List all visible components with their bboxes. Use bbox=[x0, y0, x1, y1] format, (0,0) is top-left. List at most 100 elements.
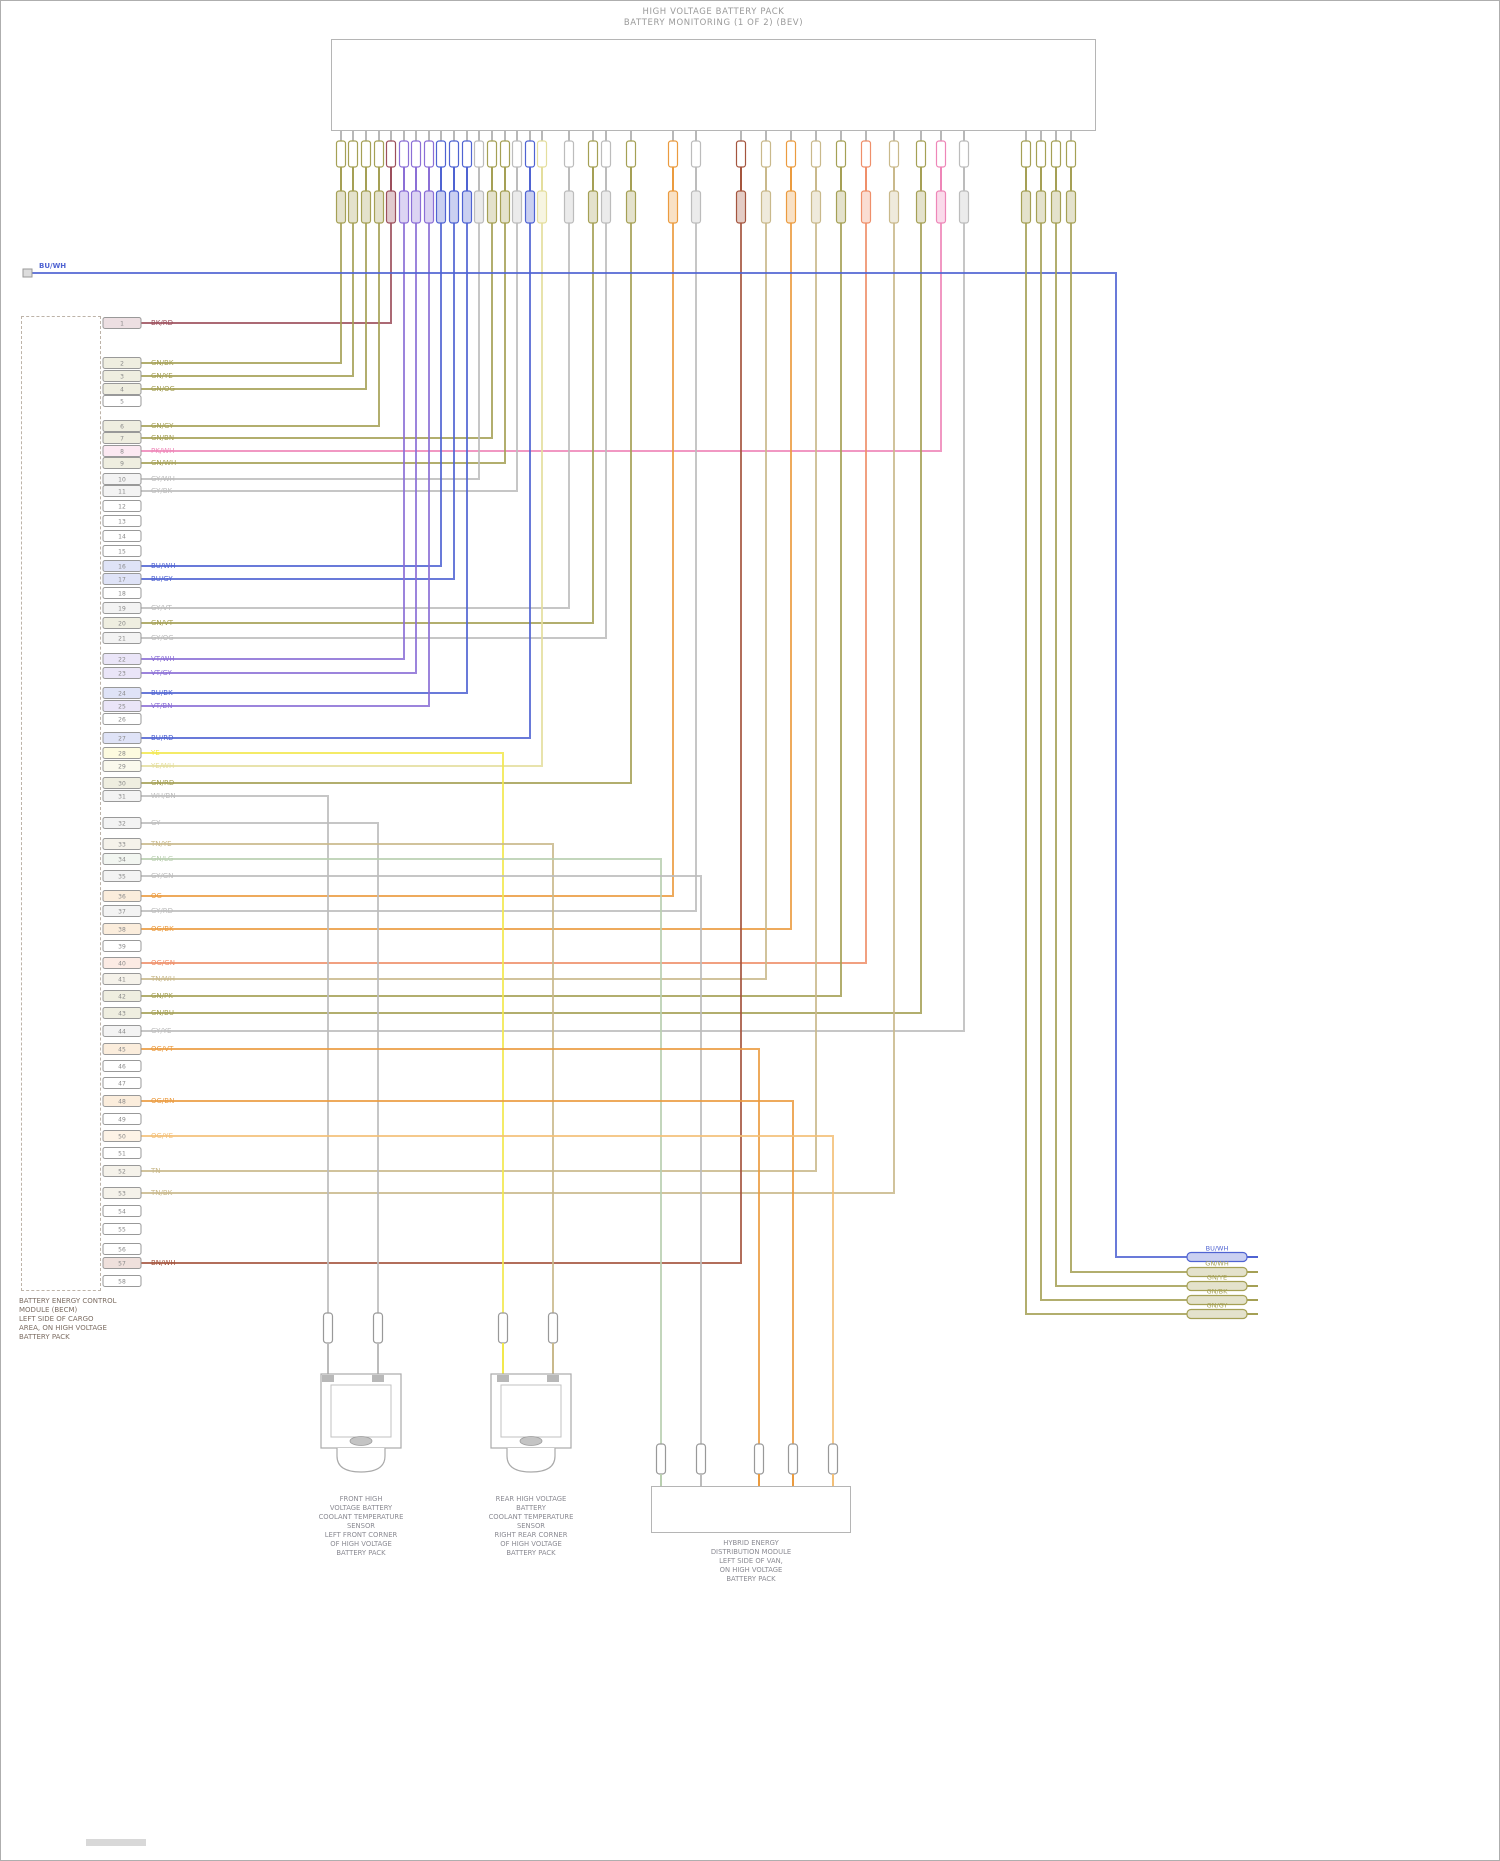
top-pin-connector bbox=[563, 190, 575, 224]
wire bbox=[141, 223, 480, 480]
becm-pin bbox=[102, 1095, 142, 1107]
top-pin-connector bbox=[935, 140, 947, 168]
becm-pin-number: 9 bbox=[120, 461, 124, 468]
becm-pin-number: 35 bbox=[118, 874, 126, 881]
becm-pin-number: 39 bbox=[118, 944, 126, 951]
wire bbox=[141, 858, 662, 1444]
becm-pin-number: 56 bbox=[118, 1247, 126, 1254]
becm-pin-number: 5 bbox=[120, 399, 124, 406]
becm-pin bbox=[102, 1113, 142, 1125]
becm-pin-number: 8 bbox=[120, 449, 124, 456]
top-pin-connector bbox=[667, 140, 679, 168]
becm-pin-number: 55 bbox=[118, 1227, 126, 1234]
wire bbox=[141, 223, 354, 377]
wire bbox=[1040, 223, 1187, 1301]
top-pin-connector bbox=[915, 190, 927, 224]
becm-pin-wire-label: OG/VT bbox=[151, 1045, 174, 1053]
top-pin-connector bbox=[486, 140, 498, 168]
left-feed-wire-label: BU/WH bbox=[39, 262, 67, 270]
becm-pin-number: 22 bbox=[118, 657, 126, 664]
top-pin-connector bbox=[373, 190, 385, 224]
top-pin-connector bbox=[625, 140, 637, 168]
becm-pin-wire-label: GY/WH bbox=[151, 475, 175, 483]
becm-pin bbox=[102, 602, 142, 614]
becm-pin-wire-label: VT/WH bbox=[151, 655, 175, 663]
becm-caption: BATTERY ENERGY CONTROL MODULE (BECM) LEF… bbox=[19, 1297, 117, 1341]
watermark-smudge bbox=[86, 1839, 146, 1846]
top-pin-connector bbox=[587, 140, 599, 168]
becm-pin-wire-label: TN/WH bbox=[150, 975, 175, 983]
becm-pin-number: 11 bbox=[118, 489, 126, 496]
becm-pin bbox=[102, 853, 142, 865]
becm-pin-wire-label: GN/YE bbox=[151, 372, 173, 380]
becm-pin bbox=[102, 1257, 142, 1269]
wire bbox=[141, 752, 504, 1313]
top-pin-connector bbox=[410, 140, 422, 168]
becm-pin-wire-label: GN/PK bbox=[151, 992, 173, 1000]
becm-pin bbox=[102, 1223, 142, 1235]
sensor-foot bbox=[506, 1448, 556, 1473]
top-pin-connector bbox=[360, 190, 372, 224]
wire bbox=[141, 223, 417, 674]
becm-pin-number: 15 bbox=[118, 549, 126, 556]
top-pin-connector bbox=[1020, 140, 1032, 168]
top-pin-connector bbox=[499, 140, 511, 168]
top-pin-connector bbox=[499, 190, 511, 224]
becm-pin-number: 4 bbox=[120, 387, 124, 394]
wire bbox=[141, 223, 607, 639]
top-pin-connector bbox=[511, 140, 523, 168]
becm-pin-number: 34 bbox=[118, 857, 126, 864]
top-pin-connector bbox=[625, 190, 637, 224]
wire bbox=[141, 223, 405, 660]
wire bbox=[141, 223, 506, 464]
top-pin-connector bbox=[373, 140, 385, 168]
left-feed-stub bbox=[22, 268, 33, 278]
becm-pin bbox=[102, 905, 142, 917]
top-pin-connector bbox=[835, 190, 847, 224]
becm-pin-number: 21 bbox=[118, 636, 126, 643]
top-pin-connector bbox=[563, 140, 575, 168]
becm-pin bbox=[102, 395, 142, 407]
wire bbox=[141, 223, 632, 784]
top-pin-connector bbox=[915, 140, 927, 168]
wire bbox=[141, 223, 674, 897]
becm-pin bbox=[102, 870, 142, 882]
becm-pin-number: 47 bbox=[118, 1081, 126, 1088]
top-pin-connector bbox=[810, 140, 822, 168]
becm-pin bbox=[102, 732, 142, 744]
wire bbox=[141, 223, 543, 767]
becm-pin bbox=[102, 445, 142, 457]
top-pin-connector bbox=[524, 140, 536, 168]
wire bbox=[1070, 223, 1187, 1273]
becm-pin bbox=[102, 1043, 142, 1055]
top-pin-connector bbox=[958, 190, 970, 224]
wire bbox=[1055, 223, 1187, 1287]
becm-pin-wire-label: GN/BK bbox=[151, 359, 174, 367]
becm-pin bbox=[102, 923, 142, 935]
wire bbox=[141, 223, 455, 580]
wire bbox=[141, 223, 867, 964]
top-pin-connector bbox=[385, 140, 397, 168]
top-pin-connector bbox=[473, 190, 485, 224]
becm-pin bbox=[102, 357, 142, 369]
sensor-lead-connector bbox=[372, 1312, 384, 1344]
becm-pin-number: 30 bbox=[118, 781, 126, 788]
wire bbox=[141, 223, 342, 364]
becm-pin-number: 58 bbox=[118, 1279, 126, 1286]
becm-pin bbox=[102, 317, 142, 329]
top-pin-connector bbox=[600, 140, 612, 168]
top-pin-connector bbox=[435, 190, 447, 224]
top-pin-connector bbox=[1065, 140, 1077, 168]
becm-pin-wire-label: BU/WH bbox=[151, 562, 175, 570]
top-pin-connector bbox=[958, 140, 970, 168]
top-pin-connector bbox=[435, 140, 447, 168]
becm-pin bbox=[102, 838, 142, 850]
becm-pin-wire-label: GY/YE bbox=[151, 1027, 171, 1035]
right-stub-label: GN/GY bbox=[1207, 1302, 1228, 1310]
wire bbox=[141, 223, 767, 980]
becm-pin-number: 49 bbox=[118, 1117, 126, 1124]
sensor-foot bbox=[336, 1448, 386, 1473]
wire bbox=[141, 1135, 834, 1444]
top-pin-connector bbox=[473, 140, 485, 168]
becm-pin bbox=[102, 790, 142, 802]
